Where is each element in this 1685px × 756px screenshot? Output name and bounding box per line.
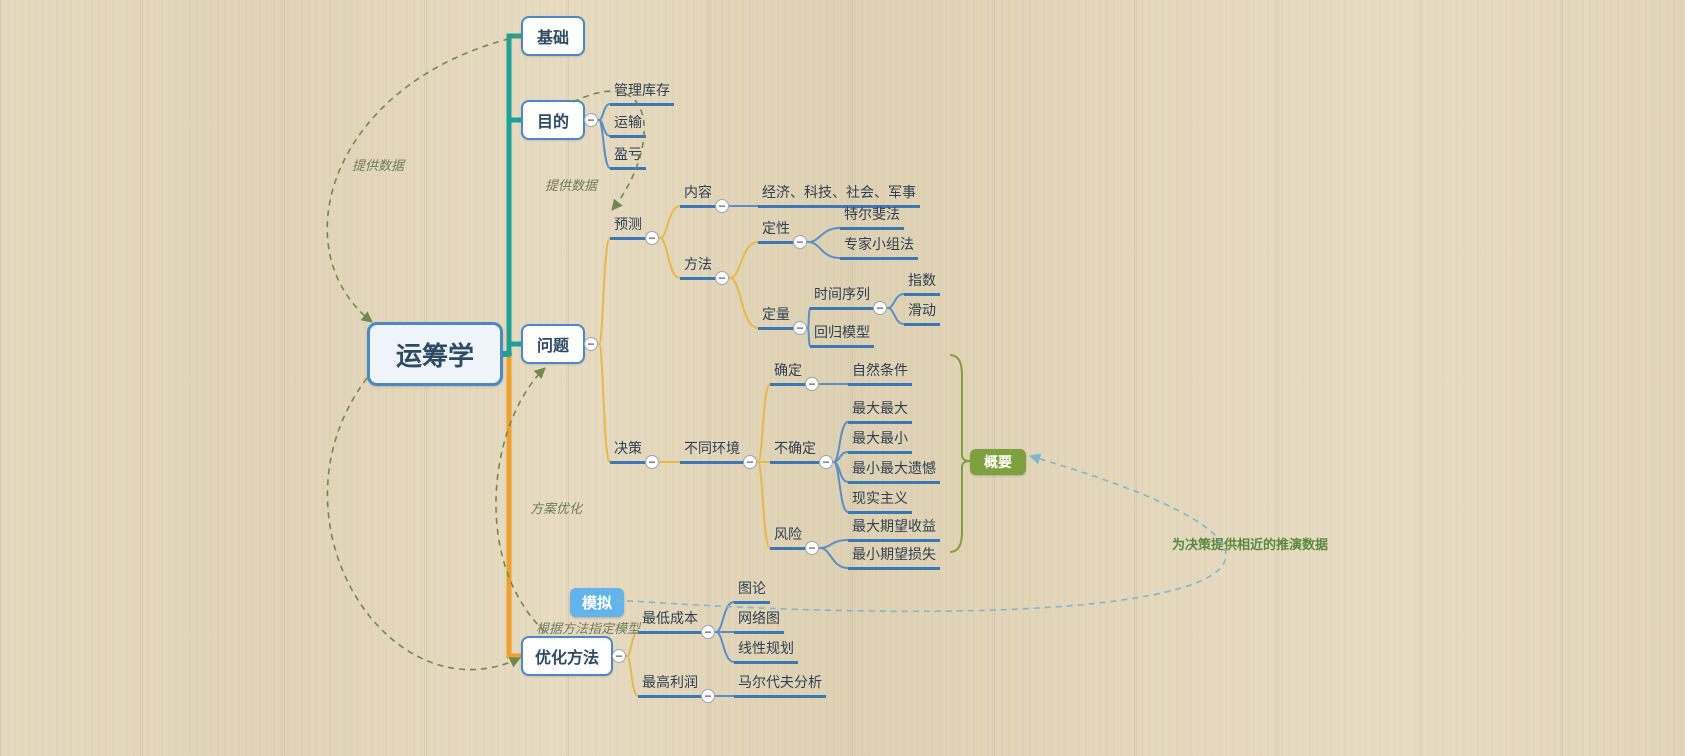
leaf-yunshu[interactable]: 运输 [610,112,646,138]
leaf-max_eu[interactable]: 最大期望收益 [848,516,940,542]
collapse-toggle-dingliang[interactable]: − [793,321,807,335]
root-node[interactable]: 运筹学 [367,322,503,386]
collapse-toggle-dingxing[interactable]: − [793,235,807,249]
leaf-tulun[interactable]: 图论 [734,578,770,604]
leaf-maxmax[interactable]: 最大最大 [848,398,912,424]
leaf-min_el[interactable]: 最小期望损失 [848,544,940,570]
leaf-yingkui[interactable]: 盈亏 [610,144,646,170]
collapse-toggle-mudi[interactable]: − [584,113,598,127]
leaf-shijian[interactable]: 时间序列 [810,284,874,310]
relation-label-rel4: 根据方法指定模型 [536,618,640,637]
summary-capsule[interactable]: 概要 [970,449,1026,475]
leaf-fangfa[interactable]: 方法 [680,254,716,280]
collapse-toggle-youhua[interactable]: − [612,649,626,663]
leaf-wangluo[interactable]: 网络图 [734,608,784,634]
wood-background [0,0,1685,756]
floating-topic-moni[interactable]: 模拟 [570,588,624,617]
collapse-toggle-shijian[interactable]: − [873,301,887,315]
branch-jichu[interactable]: 基础 [521,16,585,56]
leaf-ziran[interactable]: 自然条件 [848,360,912,386]
leaf-huigui[interactable]: 回归模型 [810,322,874,348]
collapse-toggle-fengxian[interactable]: − [805,541,819,555]
branch-wenti[interactable]: 问题 [521,324,585,364]
leaf-queding[interactable]: 确定 [770,360,806,386]
leaf-huadong[interactable]: 滑动 [904,300,940,326]
relation-label-rel2: 提供数据 [545,175,597,194]
leaf-zhishu[interactable]: 指数 [904,270,940,296]
collapse-toggle-buqueding[interactable]: − [819,455,833,469]
leaf-zhuanjia[interactable]: 专家小组法 [840,234,918,260]
leaf-dingliang[interactable]: 定量 [758,304,794,330]
collapse-toggle-neirong[interactable]: − [715,199,729,213]
collapse-toggle-queding[interactable]: − [805,377,819,391]
leaf-delphi[interactable]: 特尔斐法 [840,204,904,230]
collapse-toggle-juece[interactable]: − [645,455,659,469]
collapse-toggle-fangfa[interactable]: − [715,271,729,285]
leaf-markov[interactable]: 马尔代夫分析 [734,672,826,698]
leaf-realism[interactable]: 现实主义 [848,488,912,514]
collapse-toggle-wenti[interactable]: − [584,337,598,351]
collapse-toggle-butong[interactable]: − [743,455,757,469]
relation-label-rel3: 方案优化 [530,498,582,517]
relation-label-rel1: 提供数据 [352,155,404,174]
leaf-neirong[interactable]: 内容 [680,182,716,208]
leaf-dingxing[interactable]: 定性 [758,218,794,244]
relation-label-rel5: 为决策提供相近的推演数据 [1172,534,1328,553]
leaf-fengxian[interactable]: 风险 [770,524,806,550]
leaf-juece[interactable]: 决策 [610,438,646,464]
leaf-xianxing[interactable]: 线性规划 [734,638,798,664]
leaf-zuigao[interactable]: 最高利润 [638,672,702,698]
collapse-toggle-zuigao[interactable]: − [701,689,715,703]
leaf-buqueding[interactable]: 不确定 [770,438,820,464]
leaf-gl_kucun[interactable]: 管理库存 [610,80,674,106]
branch-youhua[interactable]: 优化方法 [521,636,613,676]
branch-mudi[interactable]: 目的 [521,100,585,140]
leaf-maxmin[interactable]: 最大最小 [848,428,912,454]
collapse-toggle-yuce[interactable]: − [645,231,659,245]
leaf-butong[interactable]: 不同环境 [680,438,744,464]
collapse-toggle-zuidi[interactable]: − [701,625,715,639]
leaf-minimax[interactable]: 最小最大遗憾 [848,458,940,484]
leaf-yuce[interactable]: 预测 [610,214,646,240]
leaf-zuidi[interactable]: 最低成本 [638,608,702,634]
